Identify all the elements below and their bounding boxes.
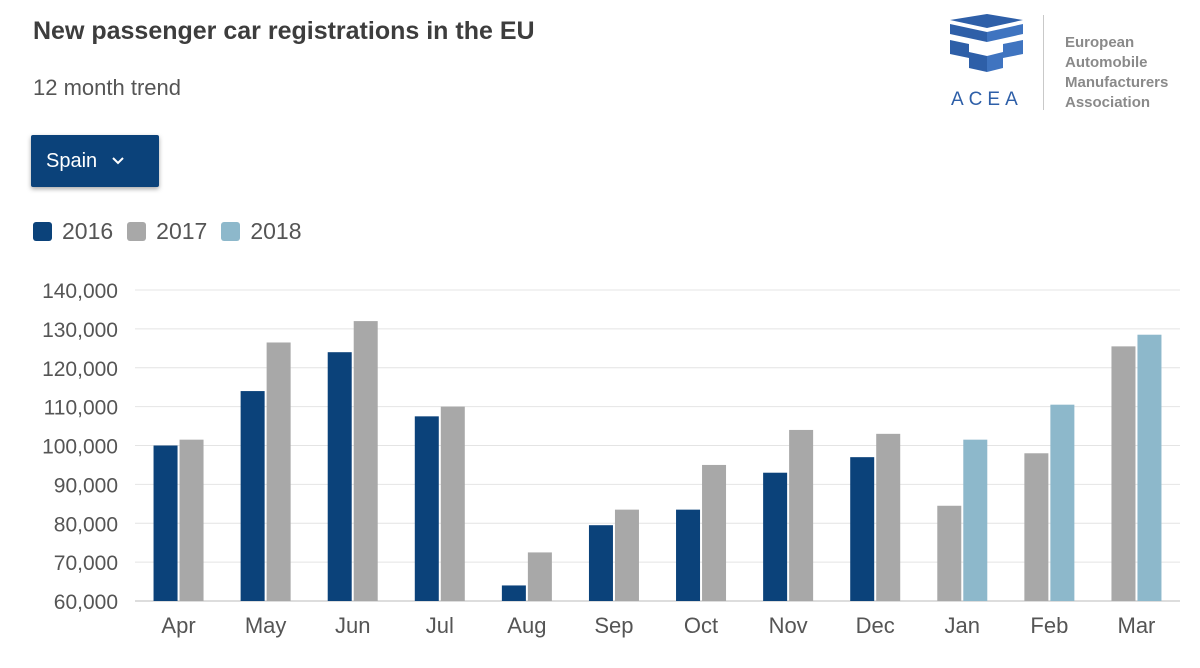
bar-2016-jun — [327, 352, 352, 601]
country-select-value: Spain — [46, 149, 98, 172]
bar-2017-oct — [702, 464, 727, 601]
bar-2017-feb — [1024, 453, 1049, 601]
logo-name: European Automobile Manufacturers Associ… — [1065, 33, 1168, 113]
y-tick-label: 90,000 — [54, 474, 118, 497]
bar-2016-dec — [850, 457, 875, 601]
bar-2017-jul — [440, 406, 465, 601]
y-tick-label: 140,000 — [42, 280, 118, 303]
chart-subtitle: 12 month trend — [33, 75, 181, 100]
y-tick-label: 110,000 — [44, 397, 118, 420]
bar-2016-sep — [588, 525, 613, 601]
legend-item-2016[interactable]: 2016 — [33, 218, 113, 245]
legend-swatch — [221, 222, 241, 241]
bar-2016-may — [240, 391, 265, 601]
y-tick-label: 60,000 — [54, 591, 118, 614]
acea-logo-icon — [950, 14, 1023, 72]
chart-title: New passenger car registrations in the E… — [33, 17, 535, 45]
y-tick-label: 100,000 — [42, 436, 118, 459]
bar-2017-sep — [614, 509, 639, 601]
x-tick-label: Jan — [945, 613, 980, 638]
bar-2017-mar — [1111, 346, 1136, 601]
country-select-dropdown[interactable]: Spain — [31, 135, 159, 187]
bar-2017-jan — [937, 505, 962, 601]
x-tick-label: Sep — [594, 613, 633, 638]
legend-swatch — [127, 222, 147, 241]
bar-2016-oct — [676, 509, 701, 601]
bar-2018-jan — [963, 439, 988, 601]
bar-2017-apr — [179, 439, 204, 601]
x-tick-label: May — [245, 613, 287, 638]
bar-2018-feb — [1050, 404, 1075, 601]
bar-2016-aug — [501, 585, 526, 601]
y-tick-label: 120,000 — [42, 358, 118, 381]
bar-2017-dec — [876, 433, 901, 601]
legend-label: 2017 — [156, 218, 208, 244]
bar-2016-nov — [763, 472, 788, 601]
bar-2017-jun — [353, 321, 378, 601]
logo-line: Manufacturers — [1065, 74, 1169, 91]
logo-line: Association — [1065, 94, 1151, 111]
logo-line: European — [1065, 34, 1135, 51]
x-tick-label: Aug — [507, 613, 546, 638]
logo-line: Automobile — [1065, 54, 1148, 71]
legend-swatch — [33, 222, 52, 241]
x-tick-label: Apr — [161, 613, 195, 638]
bar-2016-jul — [414, 416, 439, 601]
y-tick-label: 70,000 — [54, 552, 118, 575]
logo-abbreviation: ACEA — [951, 89, 1023, 110]
bar-2017-may — [266, 342, 291, 601]
x-tick-label: Oct — [684, 613, 718, 638]
chart-legend: 2016 2017 2018 — [33, 218, 316, 245]
bar-2017-aug — [527, 552, 552, 601]
x-tick-label: Dec — [856, 613, 895, 638]
x-tick-label: Mar — [1118, 613, 1156, 638]
x-tick-label: Nov — [769, 613, 808, 638]
legend-label: 2018 — [250, 218, 302, 244]
y-tick-label: 130,000 — [42, 319, 118, 342]
legend-label: 2016 — [62, 218, 114, 244]
logo-divider — [1043, 15, 1044, 110]
x-tick-label: Jul — [426, 613, 454, 638]
y-tick-label: 80,000 — [54, 513, 118, 536]
bar-2016-apr — [153, 445, 178, 601]
x-tick-label: Feb — [1030, 613, 1068, 638]
bar-2017-nov — [789, 429, 814, 601]
x-tick-label: Jun — [335, 613, 370, 638]
bar-2018-mar — [1137, 334, 1162, 601]
legend-item-2018[interactable]: 2018 — [221, 218, 302, 245]
legend-item-2017[interactable]: 2017 — [127, 218, 207, 245]
chevron-down-icon — [112, 157, 124, 165]
